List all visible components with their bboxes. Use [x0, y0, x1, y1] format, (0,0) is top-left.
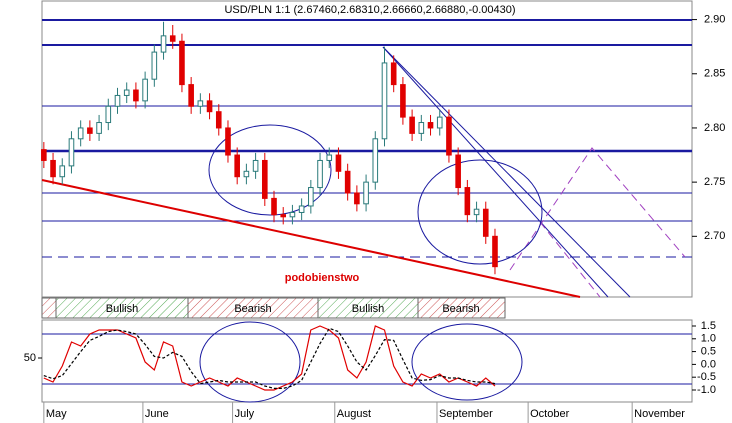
candle-body — [482, 208, 489, 237]
candle-body — [169, 35, 176, 42]
candle-body — [225, 127, 231, 156]
x-tick-label: September — [439, 408, 493, 420]
annotation: podobienstwo — [285, 272, 360, 284]
regime-label: Bullish — [352, 303, 384, 315]
candle-body — [298, 205, 305, 213]
trend-line — [382, 46, 631, 298]
y2-tick-label: 1.0 — [701, 333, 716, 345]
candle-body — [96, 122, 102, 134]
candle-body — [215, 111, 222, 129]
candle-body — [418, 122, 425, 134]
candle-body — [262, 159, 268, 199]
candle-body — [317, 159, 323, 189]
candle-body — [271, 197, 277, 216]
y-tick-label: 2.85 — [704, 68, 725, 80]
candle-body — [59, 165, 66, 178]
highlight — [417, 159, 543, 265]
candle-body — [114, 94, 121, 107]
candle-body — [436, 116, 443, 129]
x-tick-label: November — [634, 408, 685, 420]
candle-body — [68, 138, 75, 167]
y2-tick-label: 1.5 — [701, 320, 716, 332]
highlight — [199, 321, 301, 403]
candle-body — [151, 51, 158, 80]
projection — [539, 221, 601, 298]
candle-body — [77, 127, 84, 140]
candle-body — [381, 62, 388, 140]
regime-label: Bullish — [106, 303, 138, 315]
highlight — [411, 323, 523, 401]
candle-body — [50, 159, 56, 178]
y-tick-label: 50 — [24, 352, 36, 364]
y2-tick-label: 0.0 — [701, 358, 716, 370]
candle-body — [400, 84, 406, 118]
candle-body — [289, 211, 296, 218]
candle-body — [427, 122, 434, 129]
candle-body — [492, 235, 498, 268]
chart-title: USD/PLN 1:1 (2.67460,2.68310,2.66660,2.6… — [224, 4, 515, 16]
candle-body — [252, 159, 259, 172]
candle-body — [160, 35, 167, 53]
candle-body — [197, 100, 204, 107]
candle-body — [372, 138, 379, 183]
y-tick-label: 2.80 — [704, 122, 725, 134]
regime-band — [41, 297, 506, 319]
candle-body — [335, 154, 342, 172]
regime-label: Bearish — [442, 303, 479, 315]
candle-body — [142, 78, 148, 102]
candle-body — [354, 192, 360, 205]
regime — [41, 297, 57, 319]
candle-body — [344, 170, 351, 194]
osc-frame — [41, 319, 693, 403]
trend-line — [382, 46, 609, 298]
x-tick-label: June — [145, 408, 169, 420]
candle-body — [234, 154, 240, 178]
candle-body — [409, 116, 415, 134]
main-frame — [41, 0, 693, 298]
x-tick-label: October — [530, 408, 569, 420]
y-tick-label: 2.75 — [704, 176, 725, 188]
y2-tick-label: -1.0 — [697, 384, 716, 396]
candle-body — [308, 187, 314, 207]
candle-body — [105, 105, 112, 124]
candle-body — [280, 214, 287, 218]
y-tick-label: 2.90 — [704, 13, 725, 25]
candle-body — [41, 149, 47, 161]
candle-body — [326, 154, 333, 161]
regime — [417, 297, 506, 319]
candle-body — [363, 181, 369, 205]
candle-body — [87, 127, 93, 134]
support-line — [41, 179, 581, 298]
osc-line — [43, 327, 496, 389]
candle-body — [179, 40, 185, 86]
regime-label: Bearish — [234, 303, 271, 315]
candle-body — [446, 116, 452, 156]
highlight — [208, 124, 332, 216]
x-tick-label: August — [337, 408, 371, 420]
levels — [42, 19, 692, 298]
candle-body — [206, 100, 213, 113]
candle-body — [390, 62, 397, 86]
projection — [509, 147, 686, 271]
y2-tick-label: -0.5 — [697, 371, 716, 383]
candle-body — [188, 84, 194, 107]
candle-body — [243, 170, 250, 178]
candle-body — [455, 154, 461, 189]
candle-body — [473, 208, 480, 216]
candle-body — [133, 89, 139, 102]
candle-body — [464, 187, 471, 216]
y2-tick-label: 0.5 — [701, 345, 716, 357]
x-tick-label: May — [46, 408, 67, 420]
x-tick-label: July — [235, 408, 255, 420]
candle-body — [123, 89, 130, 96]
y-tick-label: 2.70 — [704, 230, 725, 242]
